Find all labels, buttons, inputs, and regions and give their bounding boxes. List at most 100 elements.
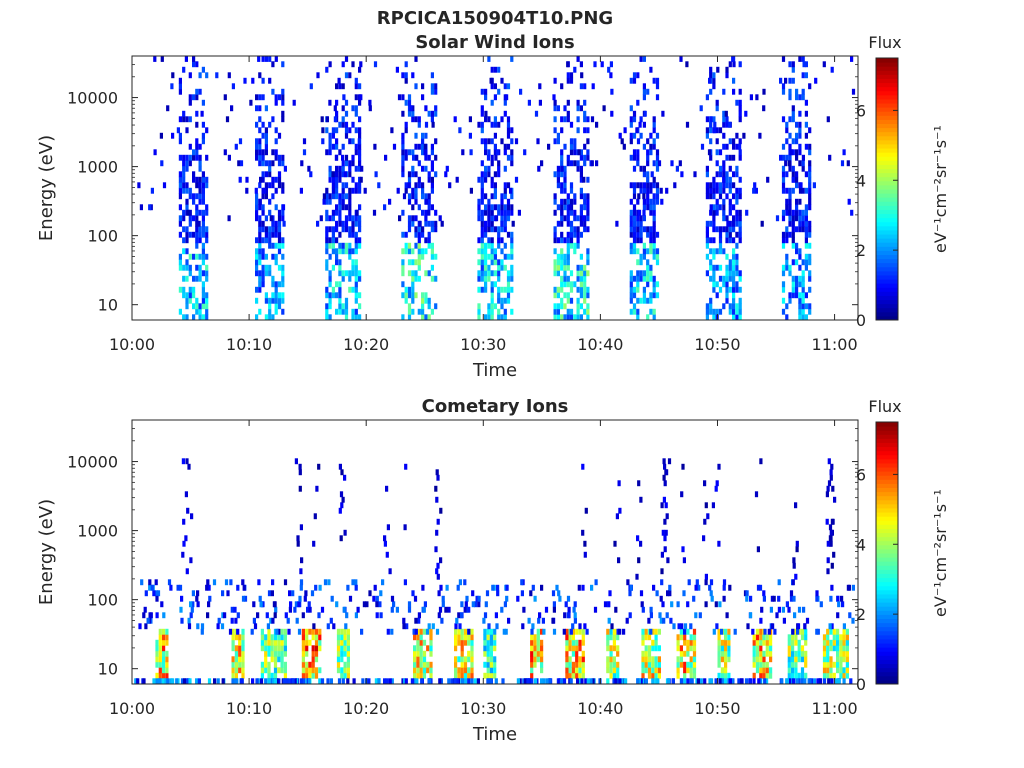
- flux-cell: [411, 248, 415, 255]
- flux-cell: [533, 661, 537, 668]
- flux-cell: [182, 171, 186, 178]
- flux-cell: [787, 650, 791, 657]
- flux-cell: [274, 281, 278, 288]
- flux-cell: [623, 127, 627, 134]
- flux-cell: [325, 264, 329, 271]
- flux-cell: [328, 215, 332, 222]
- flux-cell: [344, 314, 349, 321]
- flux-cell: [639, 590, 644, 597]
- flux-cell: [184, 535, 188, 542]
- flux-cell: [495, 623, 499, 630]
- flux-cell: [429, 634, 433, 641]
- flux-cell: [629, 297, 633, 304]
- flux-cell: [460, 634, 464, 641]
- colorbar-title: Flux: [868, 33, 901, 52]
- flux-cell: [646, 314, 650, 321]
- flux-cell: [484, 138, 488, 145]
- flux-cell: [404, 231, 408, 238]
- flux-cell: [519, 88, 523, 95]
- flux-cell: [663, 546, 667, 553]
- flux-cell: [586, 154, 590, 161]
- flux-cell: [503, 264, 507, 271]
- flux-cell: [487, 270, 491, 277]
- flux-cell: [665, 513, 669, 520]
- flux-cell: [474, 601, 478, 608]
- flux-cell: [282, 220, 286, 227]
- flux-cell: [804, 209, 808, 216]
- flux-cell: [267, 639, 271, 646]
- flux-cell: [416, 634, 420, 641]
- flux-cell: [595, 160, 599, 167]
- flux-cell: [639, 165, 643, 172]
- colorbar-step: [876, 659, 898, 665]
- flux-cell: [283, 661, 287, 668]
- flux-cell: [629, 215, 633, 222]
- flux-cell: [274, 259, 278, 266]
- flux-cell: [328, 303, 332, 310]
- flux-cell: [732, 182, 736, 189]
- flux-cell: [712, 248, 716, 255]
- flux-cell: [178, 220, 182, 227]
- flux-cell: [264, 634, 268, 641]
- flux-cell: [255, 248, 259, 255]
- flux-cell: [305, 628, 309, 635]
- flux-cell: [195, 275, 199, 282]
- flux-cell: [679, 56, 683, 62]
- flux-cell: [715, 138, 719, 145]
- flux-cell: [178, 154, 182, 161]
- flux-cell: [421, 138, 425, 145]
- flux-cell: [652, 121, 656, 128]
- flux-cell: [738, 303, 742, 310]
- flux-cell: [788, 264, 792, 271]
- flux-cell: [493, 66, 497, 73]
- flux-cell: [826, 661, 830, 668]
- flux-cell: [348, 209, 352, 216]
- flux-cell: [160, 601, 164, 608]
- flux-cell: [822, 639, 827, 646]
- flux-cell: [662, 617, 666, 624]
- flux-cell: [785, 226, 789, 233]
- flux-cell: [497, 121, 501, 128]
- flux-cell: [586, 116, 590, 123]
- flux-cell: [718, 193, 723, 200]
- flux-cell: [829, 639, 833, 646]
- flux-cell: [220, 623, 225, 630]
- flux-cell: [198, 72, 202, 79]
- flux-cell: [467, 606, 471, 613]
- flux-cell: [644, 678, 648, 685]
- flux-cell: [804, 171, 808, 178]
- flux-cell: [195, 204, 199, 211]
- flux-cell: [180, 595, 184, 602]
- flux-cell: [358, 215, 362, 222]
- flux-cell: [788, 198, 792, 205]
- flux-cell: [556, 182, 560, 189]
- flux-cell: [738, 286, 742, 293]
- flux-cell: [354, 264, 358, 271]
- flux-cell: [667, 678, 671, 685]
- flux-cell: [490, 182, 494, 189]
- flux-cell: [484, 94, 488, 101]
- flux-cell: [274, 56, 278, 62]
- colorbar-step: [876, 193, 898, 198]
- flux-cell: [301, 650, 305, 657]
- flux-cell: [670, 160, 674, 167]
- flux-cell: [642, 165, 646, 172]
- flux-cell: [238, 650, 242, 657]
- flux-cell: [401, 143, 405, 150]
- flux-cell: [480, 220, 484, 227]
- flux-cell: [795, 171, 799, 178]
- flux-cell: [351, 215, 355, 222]
- flux-cell: [573, 231, 577, 238]
- flux-cell: [788, 165, 792, 172]
- flux-cell: [153, 149, 157, 156]
- flux-cell: [510, 204, 514, 211]
- flux-cell: [548, 678, 552, 685]
- flux-cell: [497, 314, 501, 321]
- flux-cell: [489, 645, 493, 652]
- flux-cell: [427, 110, 431, 117]
- flux-cell: [165, 650, 169, 657]
- flux-cell: [414, 628, 418, 635]
- flux-cell: [812, 182, 816, 189]
- flux-cell: [167, 579, 172, 586]
- flux-cell: [178, 77, 182, 84]
